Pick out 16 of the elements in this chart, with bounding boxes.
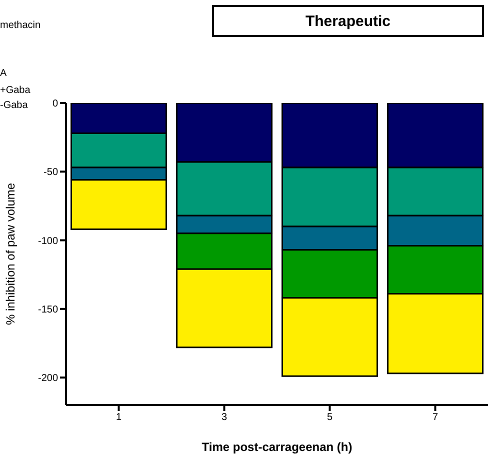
text: +Gaba (0, 85, 30, 97)
x-axis-title: Time post-carrageenan (h) (202, 440, 352, 454)
x-tick-label: 7 (432, 412, 438, 424)
y-axis-title: % inhibition of paw volume (3, 182, 18, 326)
text: -Gaba (0, 100, 28, 112)
y-tick-label: -200 (38, 373, 58, 384)
y-tick-label: 0 (52, 98, 58, 110)
text: methacin (0, 20, 41, 32)
x-tick-label: 3 (221, 412, 228, 424)
y-tick-label: -50 (44, 167, 58, 178)
chart-title: Therapeutic (212, 5, 484, 37)
y-tick-label: -150 (38, 304, 58, 316)
x-tick-label: 5 (326, 412, 333, 424)
text: A (0, 68, 7, 80)
y-tick-label: -100 (38, 236, 58, 247)
x-tick-label: 1 (116, 412, 122, 424)
